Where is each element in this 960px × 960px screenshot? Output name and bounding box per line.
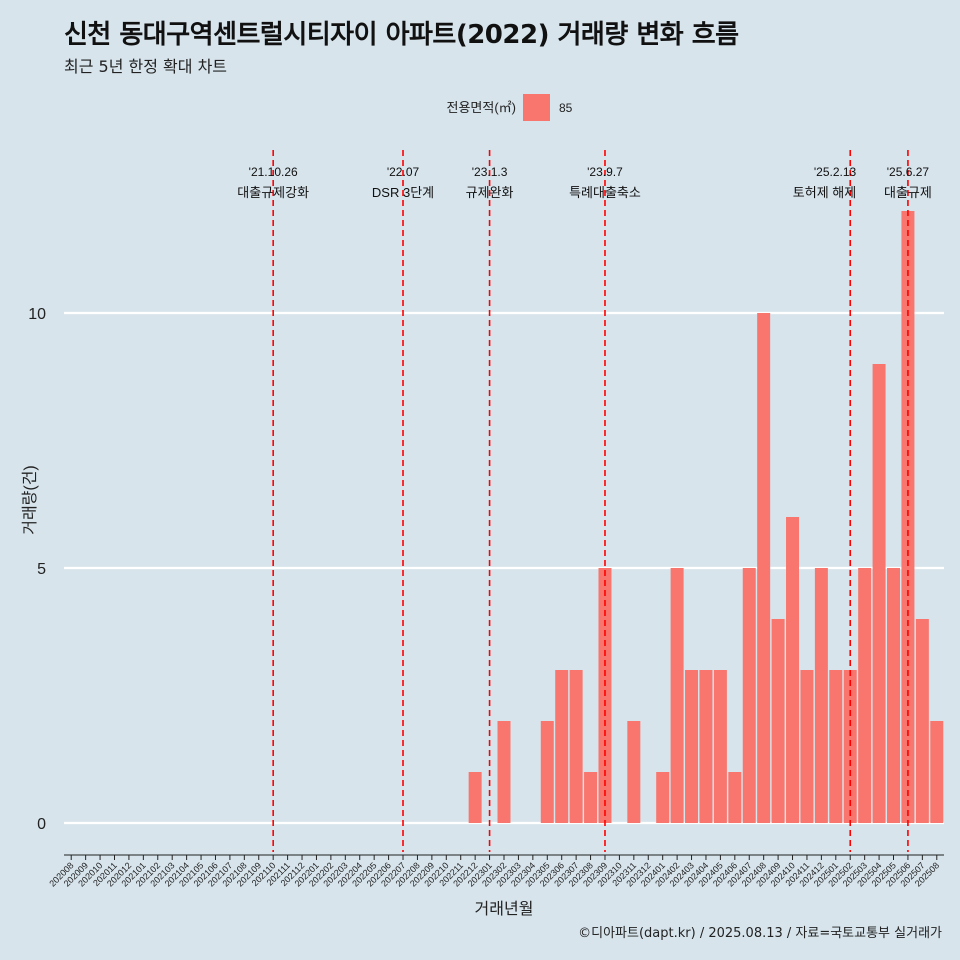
y-tick-label: 10 <box>28 306 46 323</box>
bar-202407 <box>742 568 756 823</box>
bar-202308 <box>584 772 598 823</box>
bar-202411 <box>800 670 814 823</box>
event-name-label: DSR 3단계 <box>372 185 434 200</box>
bar-202306 <box>555 670 569 823</box>
bar-202507 <box>915 619 929 823</box>
legend-swatch <box>523 94 550 121</box>
chart-title: 신천 동대구역센트럴시티자이 아파트(2022) 거래량 변화 흐름 <box>64 20 739 50</box>
bar-202404 <box>699 670 713 823</box>
event-date-label: '23.9.7 <box>587 165 623 179</box>
bar-202402 <box>670 568 684 823</box>
chart-subtitle: 최근 5년 한정 확대 차트 <box>64 57 228 76</box>
bar-202311 <box>627 721 641 823</box>
legend-entry-label: 85 <box>559 101 573 115</box>
bar-202503 <box>858 568 872 823</box>
bar-202401 <box>656 772 670 823</box>
event-name-label: 규제완화 <box>466 185 514 200</box>
bar-202212 <box>468 772 482 823</box>
bar-202501 <box>829 670 843 823</box>
bar-202408 <box>757 313 771 823</box>
event-name-label: 토허제 해제 <box>793 185 856 200</box>
y-axis-title: 거래량(건) <box>21 465 39 535</box>
legend-title: 전용면적(㎡) <box>447 100 517 115</box>
event-name-label: 대출규제 <box>884 185 932 200</box>
source-caption: ©디아파트(dapt.kr) / 2025.08.13 / 자료=국토교통부 실… <box>578 926 942 941</box>
bar-202409 <box>771 619 785 823</box>
event-date-label: '22.07 <box>387 165 420 179</box>
event-name-label: 특례대출축소 <box>569 185 641 200</box>
event-date-label: '25.6.27 <box>887 165 930 179</box>
bar-202410 <box>786 517 800 823</box>
y-tick-label: 0 <box>37 816 46 833</box>
bar-202502 <box>843 670 857 823</box>
bar-202305 <box>540 721 554 823</box>
x-axis-title: 거래년월 <box>475 900 534 918</box>
event-name-label: 대출규제강화 <box>237 185 309 200</box>
bar-202508 <box>930 721 944 823</box>
event-date-label: '23.1.3 <box>472 165 508 179</box>
bar-202403 <box>685 670 699 823</box>
bar-202412 <box>814 568 828 823</box>
event-date-label: '21.10.26 <box>249 165 298 179</box>
bar-202307 <box>569 670 583 823</box>
bar-202506 <box>901 211 915 823</box>
bar-202505 <box>887 568 900 823</box>
y-tick-label: 5 <box>37 561 46 578</box>
event-date-label: '25.2.13 <box>814 165 857 179</box>
bar-202504 <box>872 364 886 823</box>
bar-202302 <box>497 721 511 823</box>
bar-202406 <box>728 772 742 823</box>
bar-202405 <box>713 670 727 823</box>
